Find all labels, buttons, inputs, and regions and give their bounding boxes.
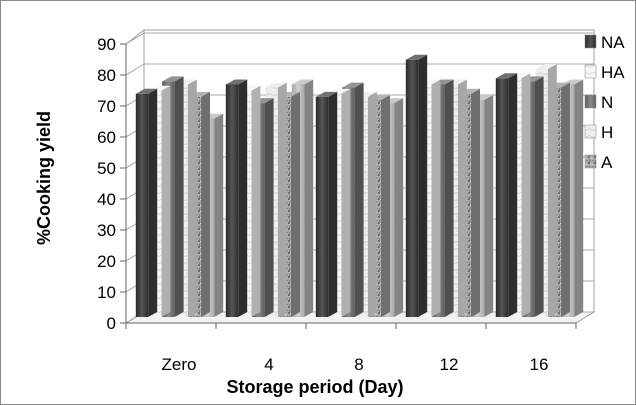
- y-tick-label: 20: [97, 252, 116, 271]
- y-tick-label: 30: [97, 221, 116, 240]
- bar-side: [187, 79, 197, 317]
- legend-swatch: [584, 34, 597, 49]
- bar-top: [265, 82, 287, 88]
- bar-front: [225, 84, 239, 317]
- bar-side: [161, 85, 171, 317]
- bar-side: [418, 54, 428, 317]
- bar-front: [315, 96, 329, 318]
- bar-side: [574, 79, 584, 317]
- bar-side: [251, 85, 261, 317]
- y-tick-label: 60: [97, 128, 116, 147]
- legend-label: HA: [601, 63, 625, 82]
- bar-side: [291, 91, 300, 318]
- y-tick-label: 0: [107, 314, 116, 333]
- bar-side: [174, 76, 184, 318]
- bar-front: [135, 93, 149, 317]
- x-axis: Zero 4 8 12 16: [125, 322, 577, 374]
- bar: [315, 91, 338, 318]
- bar-side: [238, 79, 248, 317]
- x-tick-label: 4: [264, 355, 273, 374]
- bar-side: [431, 79, 441, 317]
- y-tick-label: 90: [97, 35, 116, 54]
- legend-label: NA: [601, 33, 625, 52]
- bar-side: [547, 64, 557, 317]
- bar: [225, 79, 248, 317]
- bar-side: [561, 82, 570, 317]
- bar-top: [535, 64, 557, 69]
- bar-top: [225, 79, 248, 85]
- bar-side: [354, 82, 364, 317]
- bar-top: [135, 88, 158, 94]
- bar-side: [214, 113, 224, 317]
- y-tick-label: 10: [97, 283, 116, 302]
- x-tick-label: 12: [440, 355, 459, 374]
- bar-side: [521, 73, 531, 317]
- y-tick-label: 50: [97, 159, 116, 178]
- legend-label: N: [601, 93, 613, 112]
- legend-swatch: [584, 124, 597, 139]
- bar-side: [444, 79, 454, 317]
- bar-side: [457, 79, 467, 317]
- bar-front: [405, 59, 419, 317]
- gridline: [125, 63, 594, 76]
- bar-side: [381, 95, 390, 317]
- legend-label: H: [601, 123, 613, 142]
- legend-item: NA: [584, 33, 625, 52]
- x-tick-label: Zero: [162, 355, 197, 374]
- bar-top: [315, 91, 338, 97]
- bar-side: [201, 91, 210, 318]
- bar: [495, 73, 518, 317]
- x-tick-label: 16: [530, 355, 549, 374]
- bar-side: [394, 98, 404, 317]
- bar-front: [495, 78, 509, 317]
- legend-swatch: [584, 64, 597, 79]
- legend-label: A: [601, 153, 613, 172]
- bar-side: [148, 88, 158, 317]
- bar-side: [471, 88, 480, 317]
- legend-item: H: [584, 123, 613, 142]
- bar-side: [341, 88, 351, 317]
- legend-item: HA: [584, 63, 625, 82]
- legend-swatch: [584, 94, 597, 109]
- y-axis: 0 10 20 30 40 50 60 70 80 90: [97, 35, 127, 333]
- x-axis-title: Storage period (Day): [226, 377, 403, 397]
- bar-top: [291, 79, 314, 85]
- bar-side: [264, 98, 274, 317]
- legend-item: N: [584, 93, 613, 112]
- bar-side: [277, 82, 287, 317]
- legend-item: A: [584, 153, 613, 172]
- bar-side: [508, 73, 518, 317]
- y-tick-label: 70: [97, 97, 116, 116]
- bar-top: [162, 76, 184, 82]
- x-tick-label: 8: [354, 355, 363, 374]
- bar: [405, 54, 428, 317]
- y-axis-title: %Cooking yield: [34, 111, 54, 245]
- bar: [135, 88, 158, 317]
- y-tick-label: 80: [97, 66, 116, 85]
- bar-top: [495, 73, 518, 79]
- bar-side: [328, 91, 338, 318]
- bar-top: [405, 54, 428, 60]
- gridline: [125, 32, 594, 45]
- bar-side: [534, 76, 544, 318]
- legend-swatch: [584, 154, 597, 169]
- y-tick-label: 40: [97, 190, 116, 209]
- bar-top: [342, 82, 364, 88]
- bar-side: [367, 91, 377, 318]
- bar-side: [304, 79, 314, 317]
- bars: [135, 54, 584, 318]
- bar-side: [484, 95, 494, 317]
